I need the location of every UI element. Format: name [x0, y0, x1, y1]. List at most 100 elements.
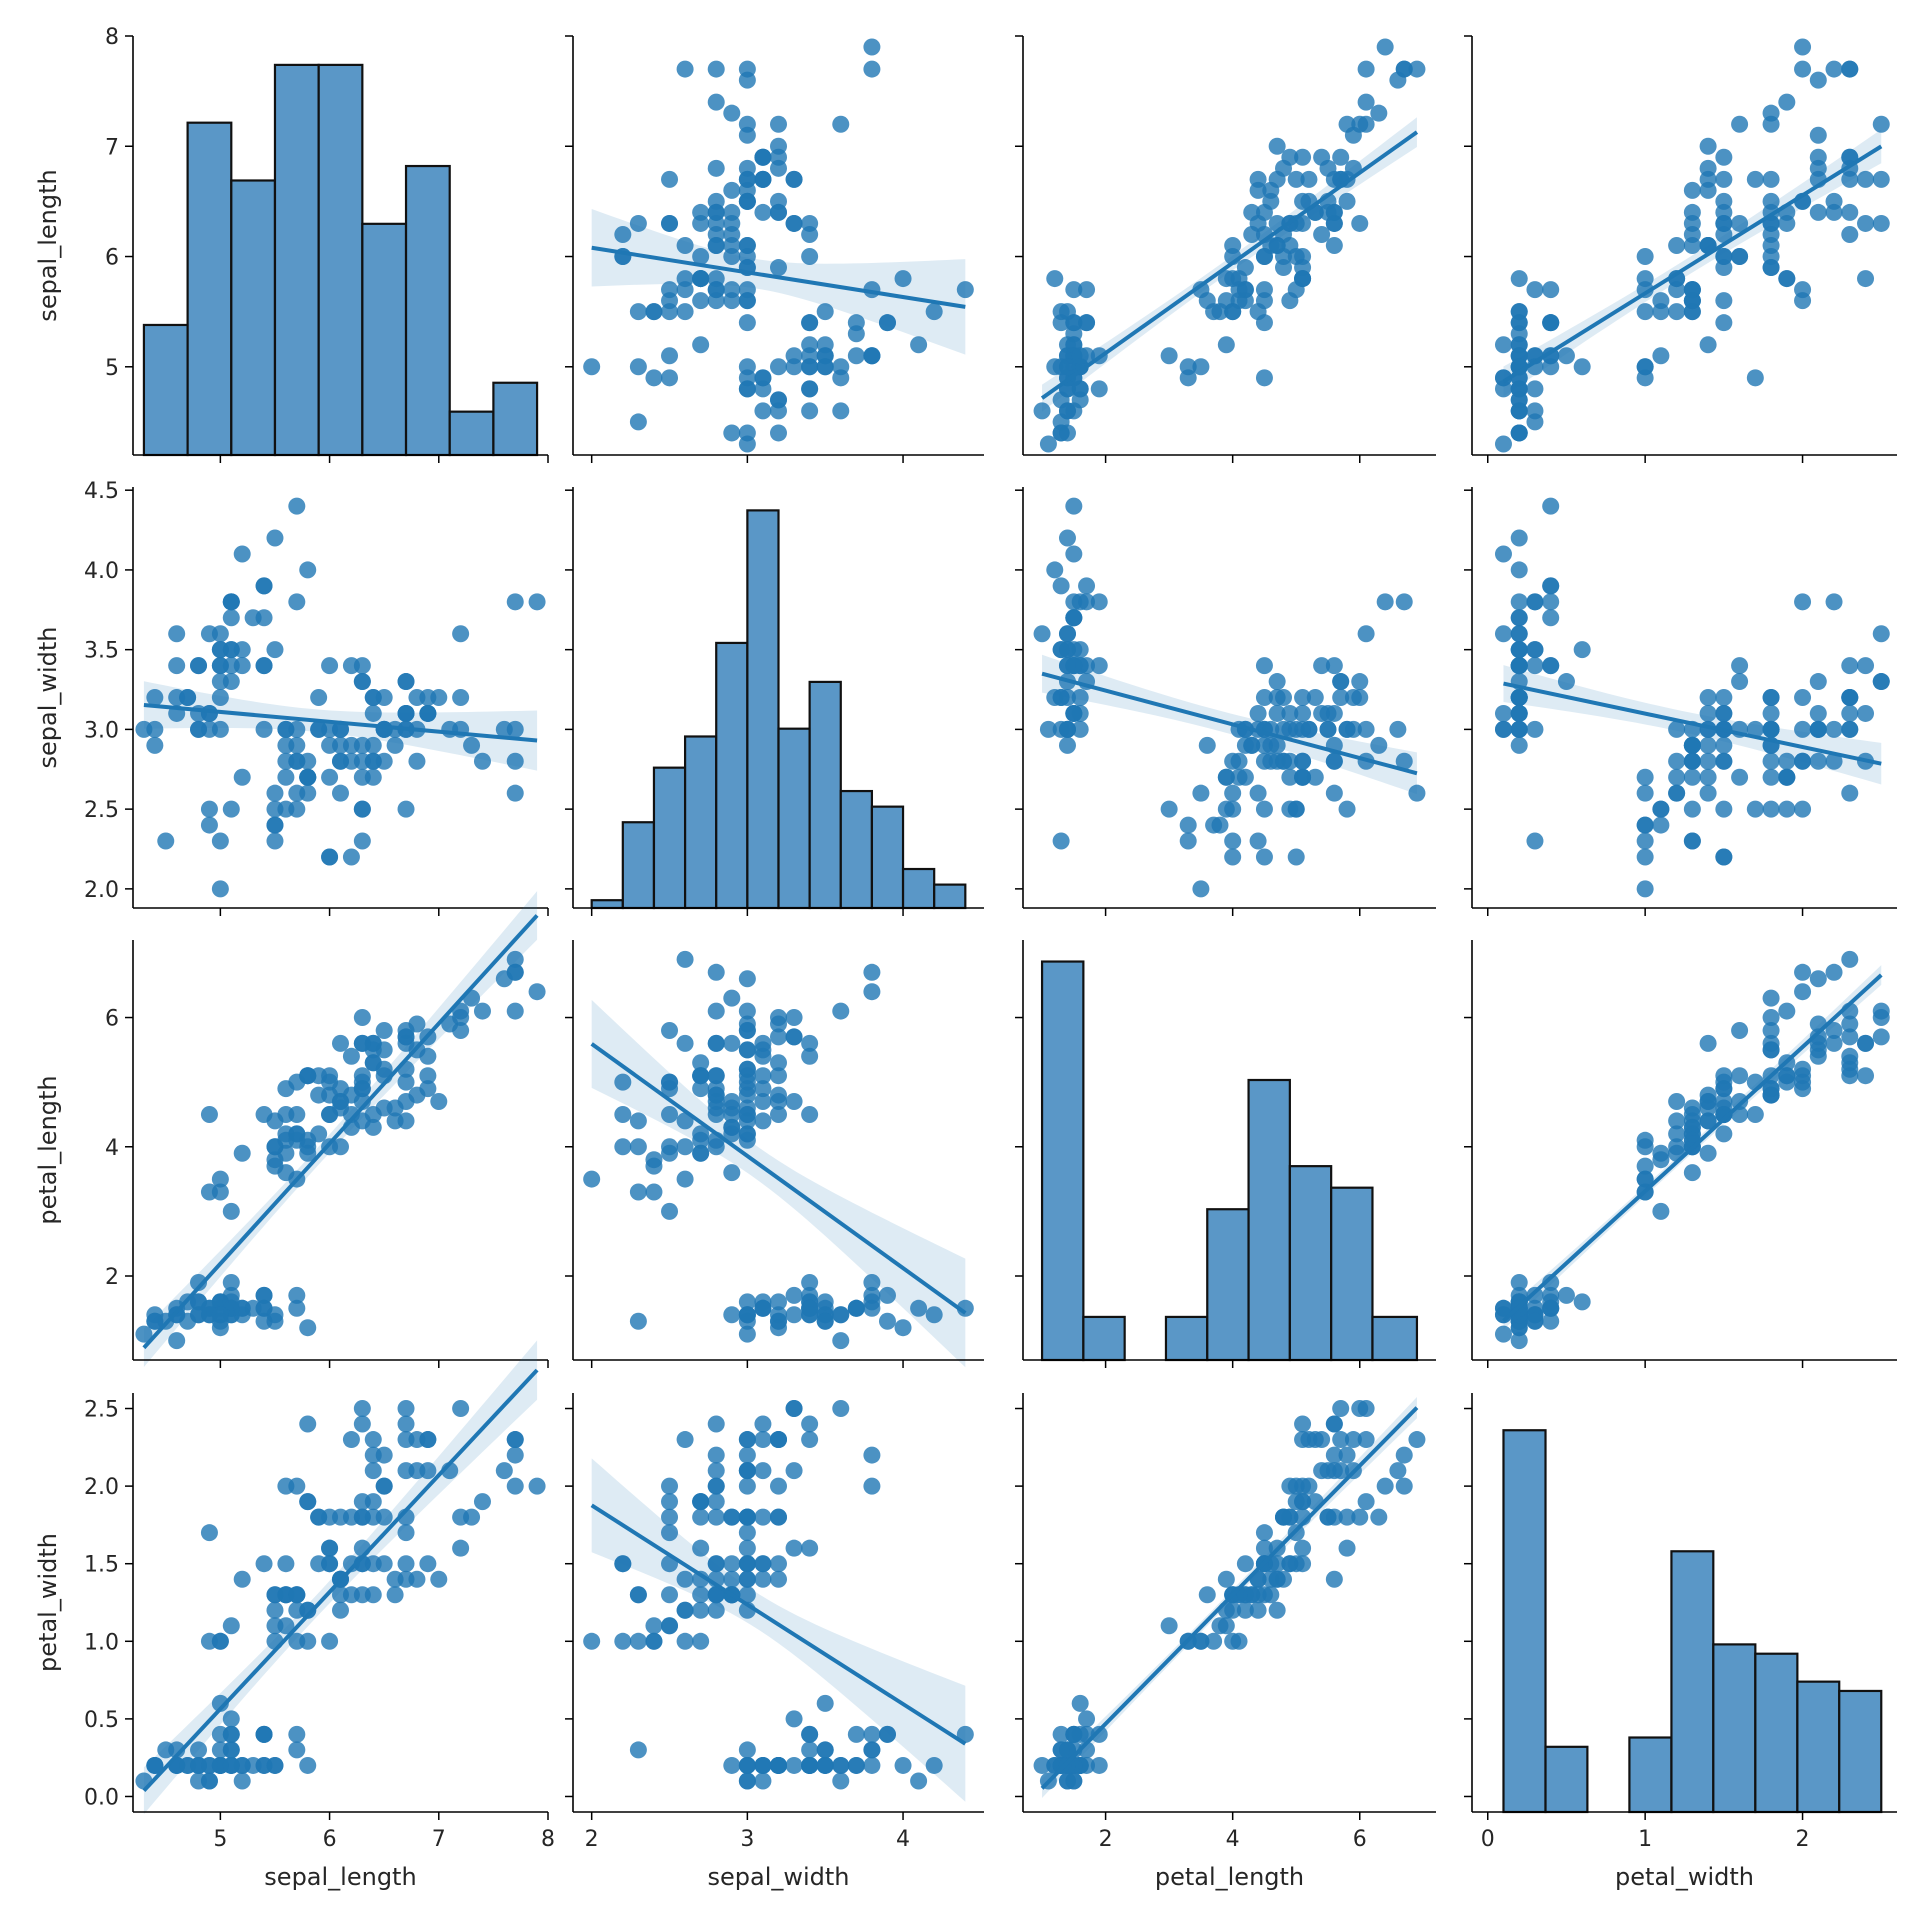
y-tick-label: 0.0 [84, 1785, 119, 1810]
scatter-point [1668, 281, 1686, 299]
scatter-point [1778, 93, 1796, 111]
scatter-point [1809, 704, 1827, 722]
scatter-point [1762, 720, 1780, 738]
scatter-point [847, 1299, 865, 1317]
x-tick-label: 6 [323, 1827, 337, 1852]
scatter-point [614, 225, 632, 243]
scatter-point [1778, 752, 1796, 770]
scatter-point [1573, 1293, 1591, 1311]
scatter-point [801, 1415, 819, 1433]
scatter-point [1078, 1710, 1096, 1728]
histogram-bar [361, 222, 408, 457]
scatter-point [1255, 1524, 1273, 1542]
scatter-point [1319, 720, 1337, 738]
scatter-point [832, 369, 850, 387]
scatter-point [1224, 832, 1242, 850]
scatter-point [863, 347, 881, 365]
scatter-point [321, 1086, 339, 1104]
scatter-point [754, 1067, 772, 1085]
scatter-point [1395, 60, 1413, 78]
scatter-point [1294, 689, 1312, 706]
scatter-point [528, 593, 546, 611]
scatter-point [1090, 657, 1108, 675]
scatter-point [1494, 369, 1512, 387]
scatter-point [1699, 1099, 1717, 1117]
scatter-point [233, 641, 251, 659]
scatter-point [1668, 784, 1686, 802]
scatter-point [1281, 704, 1299, 722]
regression-line [1040, 1406, 1419, 1790]
scatter-point [321, 736, 339, 754]
scatter-point [1351, 214, 1369, 232]
scatter-point [1510, 303, 1528, 321]
scatter-point [910, 336, 928, 354]
scatter-point [1699, 1112, 1717, 1130]
scatter-point [1715, 170, 1733, 188]
histogram-bar [839, 789, 874, 910]
scatter-point [1542, 609, 1560, 627]
scatter-point [266, 529, 284, 547]
scatter-point [754, 1462, 772, 1480]
scatter-point [629, 1632, 647, 1650]
scatter-point [863, 38, 881, 56]
scatter-point [1494, 545, 1512, 563]
scatter-point [1794, 752, 1812, 770]
scatter-point [1071, 641, 1089, 659]
y-tick-label: 3.5 [84, 639, 119, 664]
scatter-point [754, 170, 772, 188]
scatter-point [1090, 380, 1108, 398]
scatter-point [266, 1601, 284, 1619]
scatter-point [200, 1105, 218, 1123]
scatter-point [661, 214, 679, 232]
scatter-point [661, 1073, 679, 1091]
regression-line [591, 245, 966, 309]
histogram-bar [933, 883, 967, 910]
scatter-point [707, 93, 725, 111]
scatter-point [1268, 1601, 1286, 1619]
scatter-point [770, 402, 787, 420]
scatter-point [1857, 657, 1875, 675]
scatter-point [1699, 736, 1717, 754]
scatter-point [299, 1319, 317, 1337]
scatter-point [614, 1073, 632, 1091]
scatter-point [816, 1694, 834, 1712]
scatter-point [645, 1183, 663, 1201]
scatter-point [1243, 225, 1261, 243]
scatter-point [785, 1400, 803, 1418]
scatter-point [707, 963, 725, 981]
scatter-point [1731, 673, 1749, 691]
scatter-point [1683, 1118, 1701, 1136]
histogram-bar [1288, 1165, 1333, 1362]
scatter-point [1699, 704, 1717, 722]
scatter-point [1338, 115, 1356, 133]
scatter-point [1857, 1034, 1875, 1052]
y-tick-label: 4.0 [84, 559, 119, 584]
scatter-point [1268, 736, 1286, 754]
scatter-point [211, 689, 229, 706]
scatter-point [288, 1601, 306, 1619]
scatter-point [452, 625, 470, 643]
scatter-point [1510, 424, 1528, 442]
scatter-point [1344, 689, 1362, 706]
scatter-point [255, 1725, 273, 1743]
scatter-point [463, 736, 481, 754]
scatter-point [255, 720, 273, 738]
scatter-point [738, 1772, 756, 1790]
scatter-point [1715, 148, 1733, 166]
scatter-point [364, 1462, 382, 1480]
scatter-point [211, 673, 229, 691]
scatter-point [614, 1105, 632, 1123]
scatter-point [255, 1555, 273, 1573]
scatter-point [288, 720, 306, 738]
scatter-point [1857, 1067, 1875, 1085]
scatter-point [1762, 800, 1780, 818]
scatter-point [1205, 816, 1223, 834]
scatter-point [1281, 768, 1299, 786]
scatter-point [321, 1632, 339, 1650]
scatter-point [707, 1586, 725, 1604]
scatter-point [1408, 60, 1426, 78]
scatter-point [1510, 1332, 1528, 1350]
scatter-point [1715, 314, 1733, 332]
scatter-point [1809, 673, 1827, 691]
scatter-point [1794, 1080, 1812, 1098]
